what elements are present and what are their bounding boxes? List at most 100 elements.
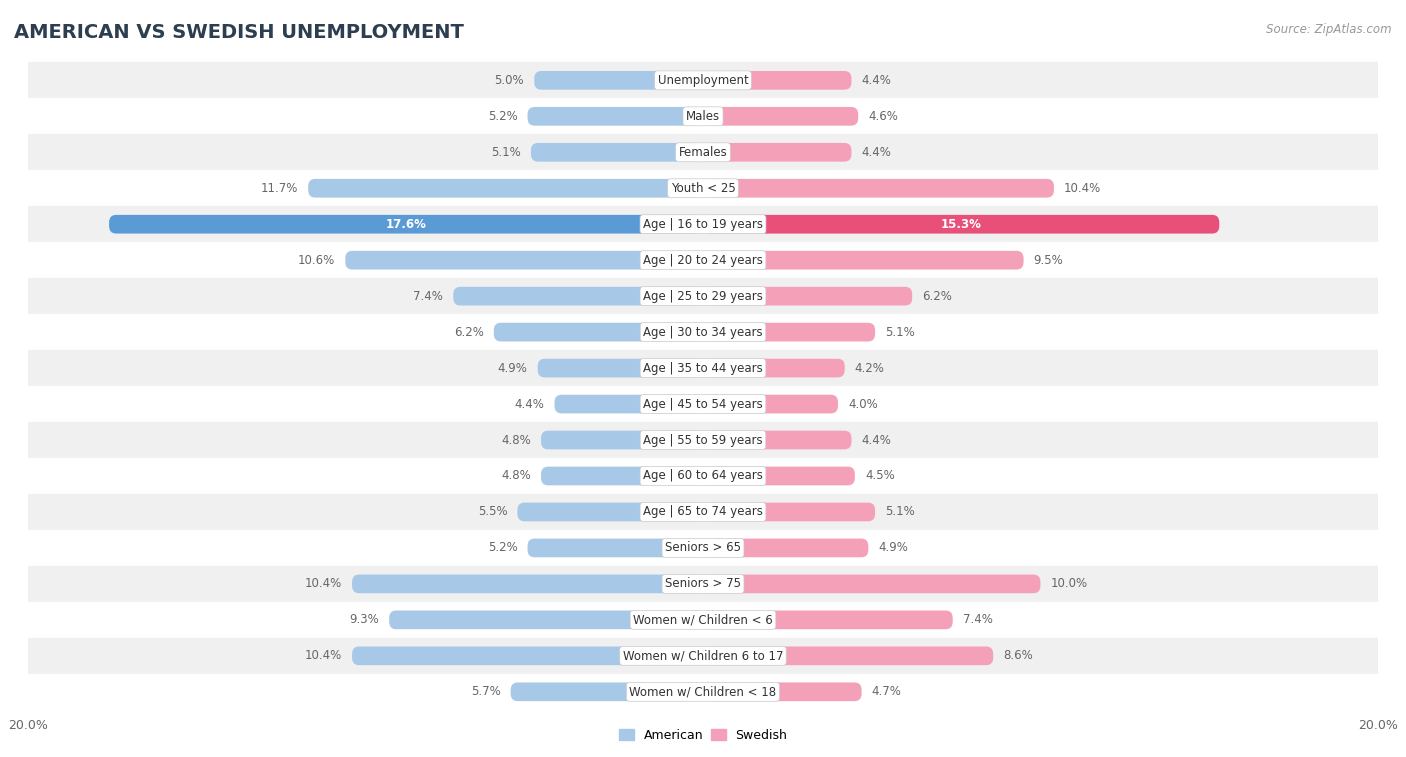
Bar	[28, 458, 1378, 494]
FancyBboxPatch shape	[703, 575, 1040, 593]
FancyBboxPatch shape	[703, 466, 855, 485]
Legend: American, Swedish: American, Swedish	[616, 727, 790, 744]
Text: Women w/ Children < 18: Women w/ Children < 18	[630, 685, 776, 698]
FancyBboxPatch shape	[346, 251, 703, 269]
FancyBboxPatch shape	[703, 538, 869, 557]
Text: 5.7%: 5.7%	[471, 685, 501, 698]
FancyBboxPatch shape	[517, 503, 703, 522]
Text: 7.4%: 7.4%	[963, 613, 993, 626]
Text: 5.0%: 5.0%	[495, 74, 524, 87]
Bar	[28, 422, 1378, 458]
Bar	[28, 602, 1378, 638]
Text: 4.4%: 4.4%	[862, 146, 891, 159]
Text: Seniors > 75: Seniors > 75	[665, 578, 741, 590]
FancyBboxPatch shape	[554, 394, 703, 413]
Text: 5.2%: 5.2%	[488, 541, 517, 554]
FancyBboxPatch shape	[308, 179, 703, 198]
Bar	[28, 530, 1378, 566]
Text: AMERICAN VS SWEDISH UNEMPLOYMENT: AMERICAN VS SWEDISH UNEMPLOYMENT	[14, 23, 464, 42]
FancyBboxPatch shape	[389, 610, 703, 629]
Text: Age | 20 to 24 years: Age | 20 to 24 years	[643, 254, 763, 266]
Bar	[28, 98, 1378, 134]
FancyBboxPatch shape	[703, 71, 852, 89]
Text: Age | 30 to 34 years: Age | 30 to 34 years	[643, 326, 763, 338]
FancyBboxPatch shape	[537, 359, 703, 378]
FancyBboxPatch shape	[531, 143, 703, 162]
Text: 17.6%: 17.6%	[385, 218, 426, 231]
Text: Women w/ Children 6 to 17: Women w/ Children 6 to 17	[623, 650, 783, 662]
Text: 5.1%: 5.1%	[886, 506, 915, 519]
Text: Unemployment: Unemployment	[658, 74, 748, 87]
Text: 7.4%: 7.4%	[413, 290, 443, 303]
Text: 4.4%: 4.4%	[862, 74, 891, 87]
Text: 5.2%: 5.2%	[488, 110, 517, 123]
Text: 4.4%: 4.4%	[515, 397, 544, 410]
FancyBboxPatch shape	[494, 322, 703, 341]
Text: 11.7%: 11.7%	[260, 182, 298, 195]
Text: Age | 65 to 74 years: Age | 65 to 74 years	[643, 506, 763, 519]
FancyBboxPatch shape	[453, 287, 703, 306]
Text: Age | 60 to 64 years: Age | 60 to 64 years	[643, 469, 763, 482]
Bar	[28, 134, 1378, 170]
Bar	[28, 638, 1378, 674]
FancyBboxPatch shape	[352, 575, 703, 593]
Text: Age | 55 to 59 years: Age | 55 to 59 years	[643, 434, 763, 447]
Text: Males: Males	[686, 110, 720, 123]
FancyBboxPatch shape	[527, 107, 703, 126]
FancyBboxPatch shape	[703, 359, 845, 378]
Text: 4.5%: 4.5%	[865, 469, 894, 482]
Text: 4.8%: 4.8%	[501, 469, 531, 482]
Bar	[28, 350, 1378, 386]
FancyBboxPatch shape	[527, 538, 703, 557]
FancyBboxPatch shape	[703, 503, 875, 522]
FancyBboxPatch shape	[703, 107, 858, 126]
Text: Seniors > 65: Seniors > 65	[665, 541, 741, 554]
Text: 4.9%: 4.9%	[498, 362, 527, 375]
Text: 5.1%: 5.1%	[886, 326, 915, 338]
Text: Age | 45 to 54 years: Age | 45 to 54 years	[643, 397, 763, 410]
Text: Age | 25 to 29 years: Age | 25 to 29 years	[643, 290, 763, 303]
Text: 10.4%: 10.4%	[305, 650, 342, 662]
Text: 4.7%: 4.7%	[872, 685, 901, 698]
FancyBboxPatch shape	[703, 322, 875, 341]
Text: 10.6%: 10.6%	[298, 254, 335, 266]
Text: Females: Females	[679, 146, 727, 159]
Bar	[28, 314, 1378, 350]
Bar	[28, 674, 1378, 710]
Bar	[28, 62, 1378, 98]
Text: 5.1%: 5.1%	[491, 146, 520, 159]
FancyBboxPatch shape	[703, 431, 852, 450]
Text: 4.9%: 4.9%	[879, 541, 908, 554]
Text: 10.0%: 10.0%	[1050, 578, 1088, 590]
Bar	[28, 494, 1378, 530]
FancyBboxPatch shape	[703, 646, 993, 665]
Text: 9.5%: 9.5%	[1033, 254, 1063, 266]
Text: 15.3%: 15.3%	[941, 218, 981, 231]
Text: 10.4%: 10.4%	[305, 578, 342, 590]
Text: 5.5%: 5.5%	[478, 506, 508, 519]
FancyBboxPatch shape	[703, 610, 953, 629]
Text: Age | 35 to 44 years: Age | 35 to 44 years	[643, 362, 763, 375]
FancyBboxPatch shape	[703, 287, 912, 306]
Bar	[28, 278, 1378, 314]
Bar	[28, 170, 1378, 206]
FancyBboxPatch shape	[110, 215, 703, 234]
FancyBboxPatch shape	[352, 646, 703, 665]
Text: 10.4%: 10.4%	[1064, 182, 1101, 195]
FancyBboxPatch shape	[703, 179, 1054, 198]
FancyBboxPatch shape	[703, 143, 852, 162]
FancyBboxPatch shape	[703, 394, 838, 413]
Bar	[28, 386, 1378, 422]
Text: Youth < 25: Youth < 25	[671, 182, 735, 195]
Text: 4.0%: 4.0%	[848, 397, 877, 410]
Bar	[28, 566, 1378, 602]
Text: 4.4%: 4.4%	[862, 434, 891, 447]
Text: 6.2%: 6.2%	[454, 326, 484, 338]
FancyBboxPatch shape	[703, 215, 1219, 234]
Text: Women w/ Children < 6: Women w/ Children < 6	[633, 613, 773, 626]
Bar	[28, 242, 1378, 278]
Bar	[28, 206, 1378, 242]
Text: 4.8%: 4.8%	[501, 434, 531, 447]
Text: 6.2%: 6.2%	[922, 290, 952, 303]
Text: Age | 16 to 19 years: Age | 16 to 19 years	[643, 218, 763, 231]
